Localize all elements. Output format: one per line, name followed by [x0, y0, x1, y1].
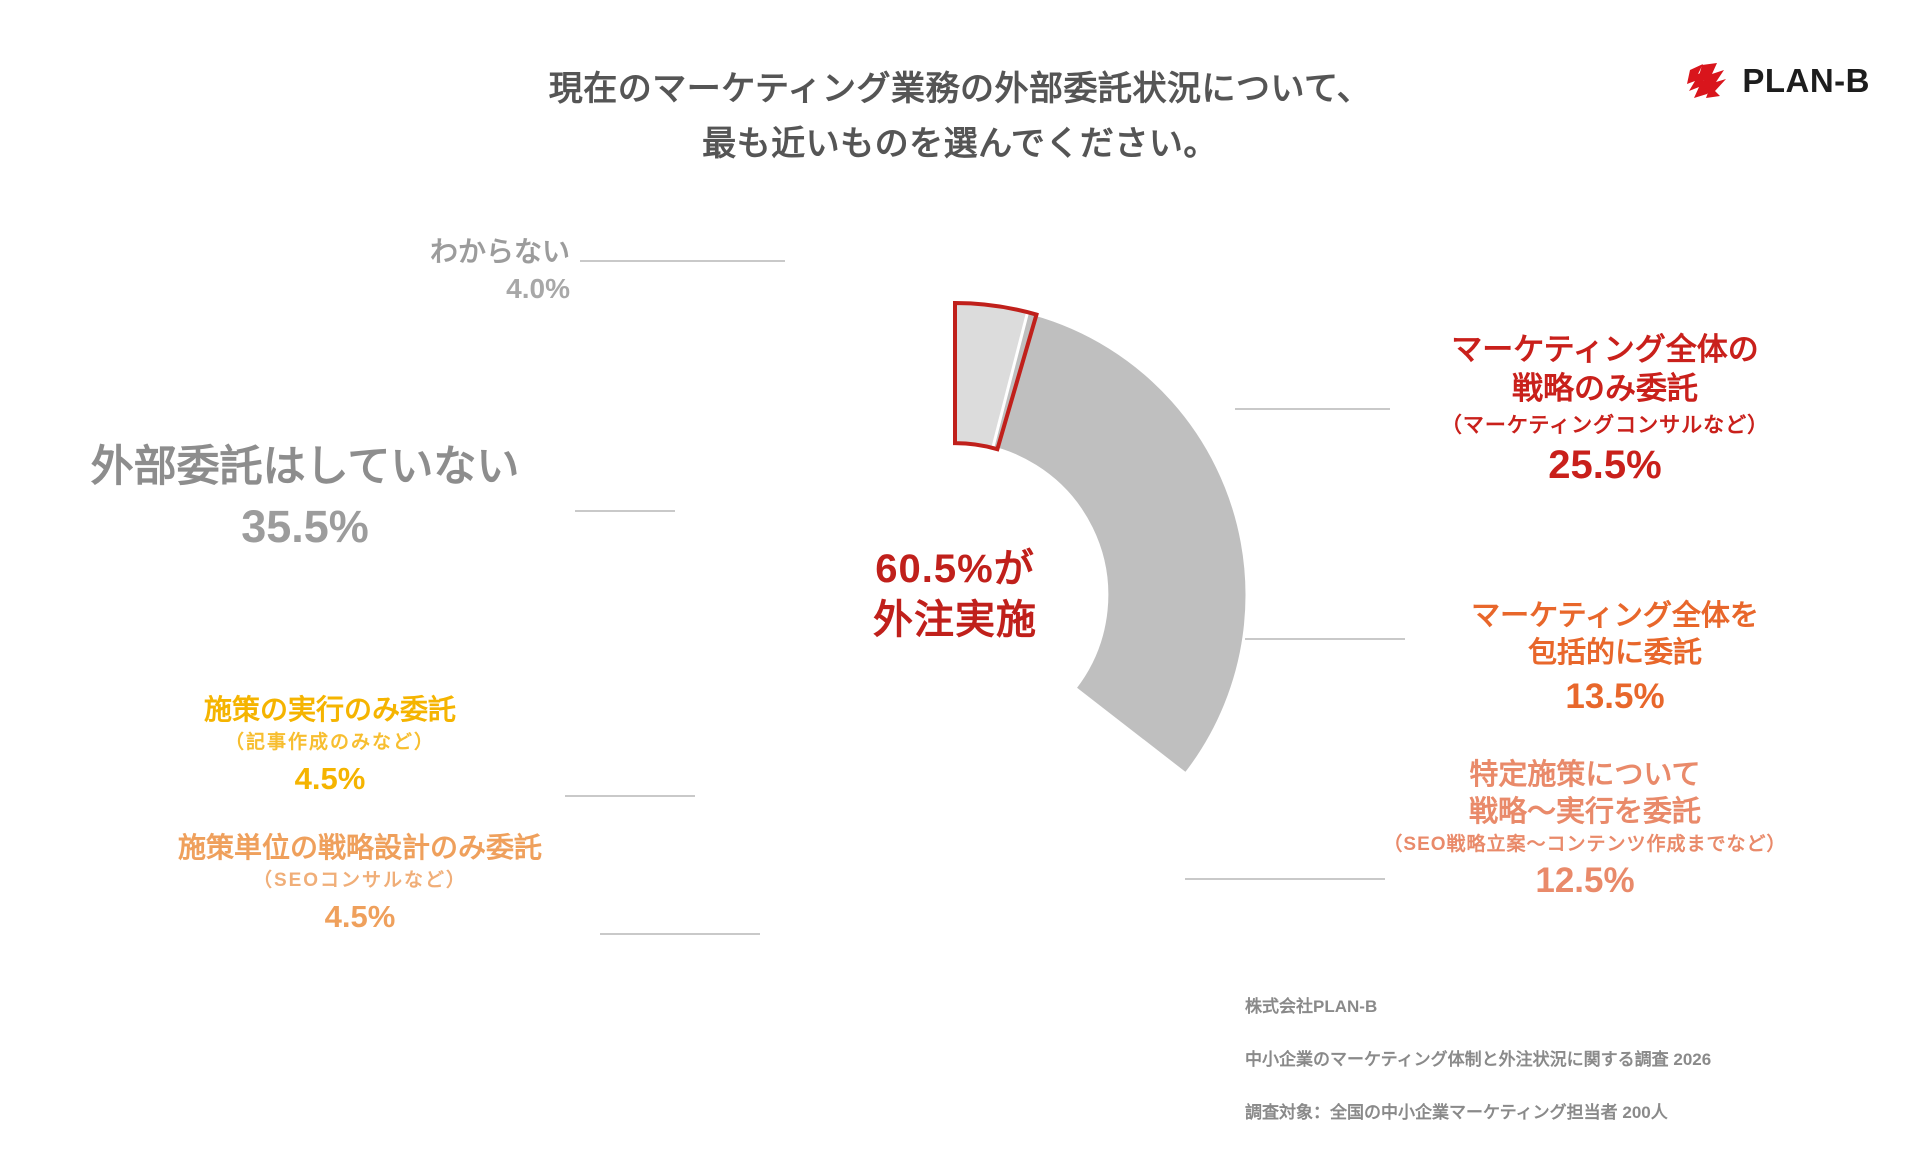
callout-specific-measure-sub: （SEO戦略立案〜コンテンツ作成までなど）	[1383, 834, 1787, 856]
donut-slices	[953, 301, 1249, 777]
highlight-outline-path	[953, 300, 1039, 452]
plan-b-logo-mark-icon	[1686, 60, 1728, 102]
callout-strategy-only-label: マーケティング全体の 戦略のみ委託	[1451, 332, 1759, 407]
leader-line-dont-know	[580, 260, 785, 262]
callout-comprehensive: マーケティング全体を 包括的に委託 13.5%	[1390, 598, 1840, 718]
callout-measure-unit-strategy-value: 4.5%	[324, 898, 396, 934]
callout-dont-know-label: わからない	[429, 236, 570, 267]
donut-chart-svg	[953, 300, 1249, 777]
credit-line-3: 調査対象：全国の中小企業マーケティング担当者 200人	[1245, 1102, 1668, 1122]
source-credit: 株式会社PLAN-B 中小企業のマーケティング体制と外注状況に関する調査 202…	[1245, 968, 1711, 1152]
callout-dont-know-value: 4.0%	[506, 273, 570, 305]
callout-execution-only-label: 施策の実行のみ委託	[203, 694, 456, 725]
callout-measure-unit-strategy: 施策単位の戦略設計のみ委託 （SEOコンサルなど） 4.5%	[95, 830, 625, 935]
page-title: 現在のマーケティング業務の外部委託状況について、 最も近いものを選んでください。	[0, 62, 1920, 172]
leader-line-strategy-only	[1235, 408, 1390, 410]
leader-line-execution-only	[565, 795, 695, 797]
callout-strategy-only: マーケティング全体の 戦略のみ委託 （マーケティングコンサルなど） 25.5%	[1345, 330, 1865, 489]
callout-strategy-only-value: 25.5%	[1548, 443, 1662, 488]
callout-no-outsourcing-value: 35.5%	[241, 501, 369, 553]
callout-measure-unit-strategy-sub: （SEOコンサルなど）	[252, 870, 468, 892]
callout-execution-only: 施策の実行のみ委託 （記事作成のみなど） 4.5%	[130, 692, 530, 797]
callout-comprehensive-label: マーケティング全体を 包括的に委託	[1471, 600, 1759, 669]
donut-slice[interactable]	[953, 301, 1249, 777]
logo-wordmark: PLAN-B	[1742, 62, 1870, 99]
callout-specific-measure-value: 12.5%	[1535, 860, 1635, 900]
leader-line-comprehensive	[1245, 638, 1405, 640]
leader-line-no-outsourcing	[575, 510, 675, 512]
callout-comprehensive-value: 13.5%	[1565, 677, 1665, 717]
title-line-1: 現在のマーケティング業務の外部委託状況について、	[548, 70, 1372, 108]
title-line-2: 最も近いものを選んでください。	[702, 125, 1218, 164]
leader-line-measure-unit-strategy	[600, 933, 760, 935]
credit-line-1: 株式会社PLAN-B	[1245, 997, 1378, 1017]
callout-no-outsourcing: 外部委託はしていない 35.5%	[40, 440, 570, 554]
callout-no-outsourcing-label: 外部委託はしていない	[90, 443, 520, 491]
callout-measure-unit-strategy-label: 施策単位の戦略設計のみ委託	[177, 832, 542, 863]
callout-dont-know: わからない 4.0%	[300, 234, 570, 306]
callout-specific-measure: 特定施策について 戦略〜実行を委託 （SEO戦略立案〜コンテンツ作成までなど） …	[1320, 757, 1850, 902]
callout-strategy-only-sub: （マーケティングコンサルなど）	[1440, 414, 1770, 438]
donut-chart: 60.5%が 外注実施	[585, 225, 1325, 965]
credit-line-2: 中小企業のマーケティング体制と外注状況に関する調査 2026	[1245, 1050, 1712, 1070]
callout-execution-only-value: 4.5%	[294, 760, 366, 796]
outsourcing-highlight-outline	[953, 300, 1039, 452]
callout-specific-measure-label: 特定施策について 戦略〜実行を委託	[1468, 759, 1701, 828]
brand-logo: PLAN-B	[1686, 60, 1870, 102]
callout-execution-only-sub: （記事作成のみなど）	[224, 732, 435, 754]
leader-line-specific-measure	[1185, 878, 1385, 880]
